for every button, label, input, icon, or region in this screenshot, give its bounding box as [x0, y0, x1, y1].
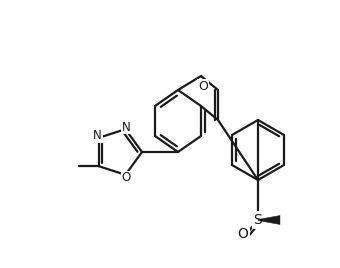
Text: O: O [238, 227, 249, 241]
Polygon shape [258, 215, 280, 225]
Text: O: O [122, 171, 131, 184]
Text: O: O [198, 80, 208, 92]
Text: S: S [254, 213, 262, 227]
Text: N: N [122, 121, 131, 134]
Text: N: N [93, 129, 102, 142]
